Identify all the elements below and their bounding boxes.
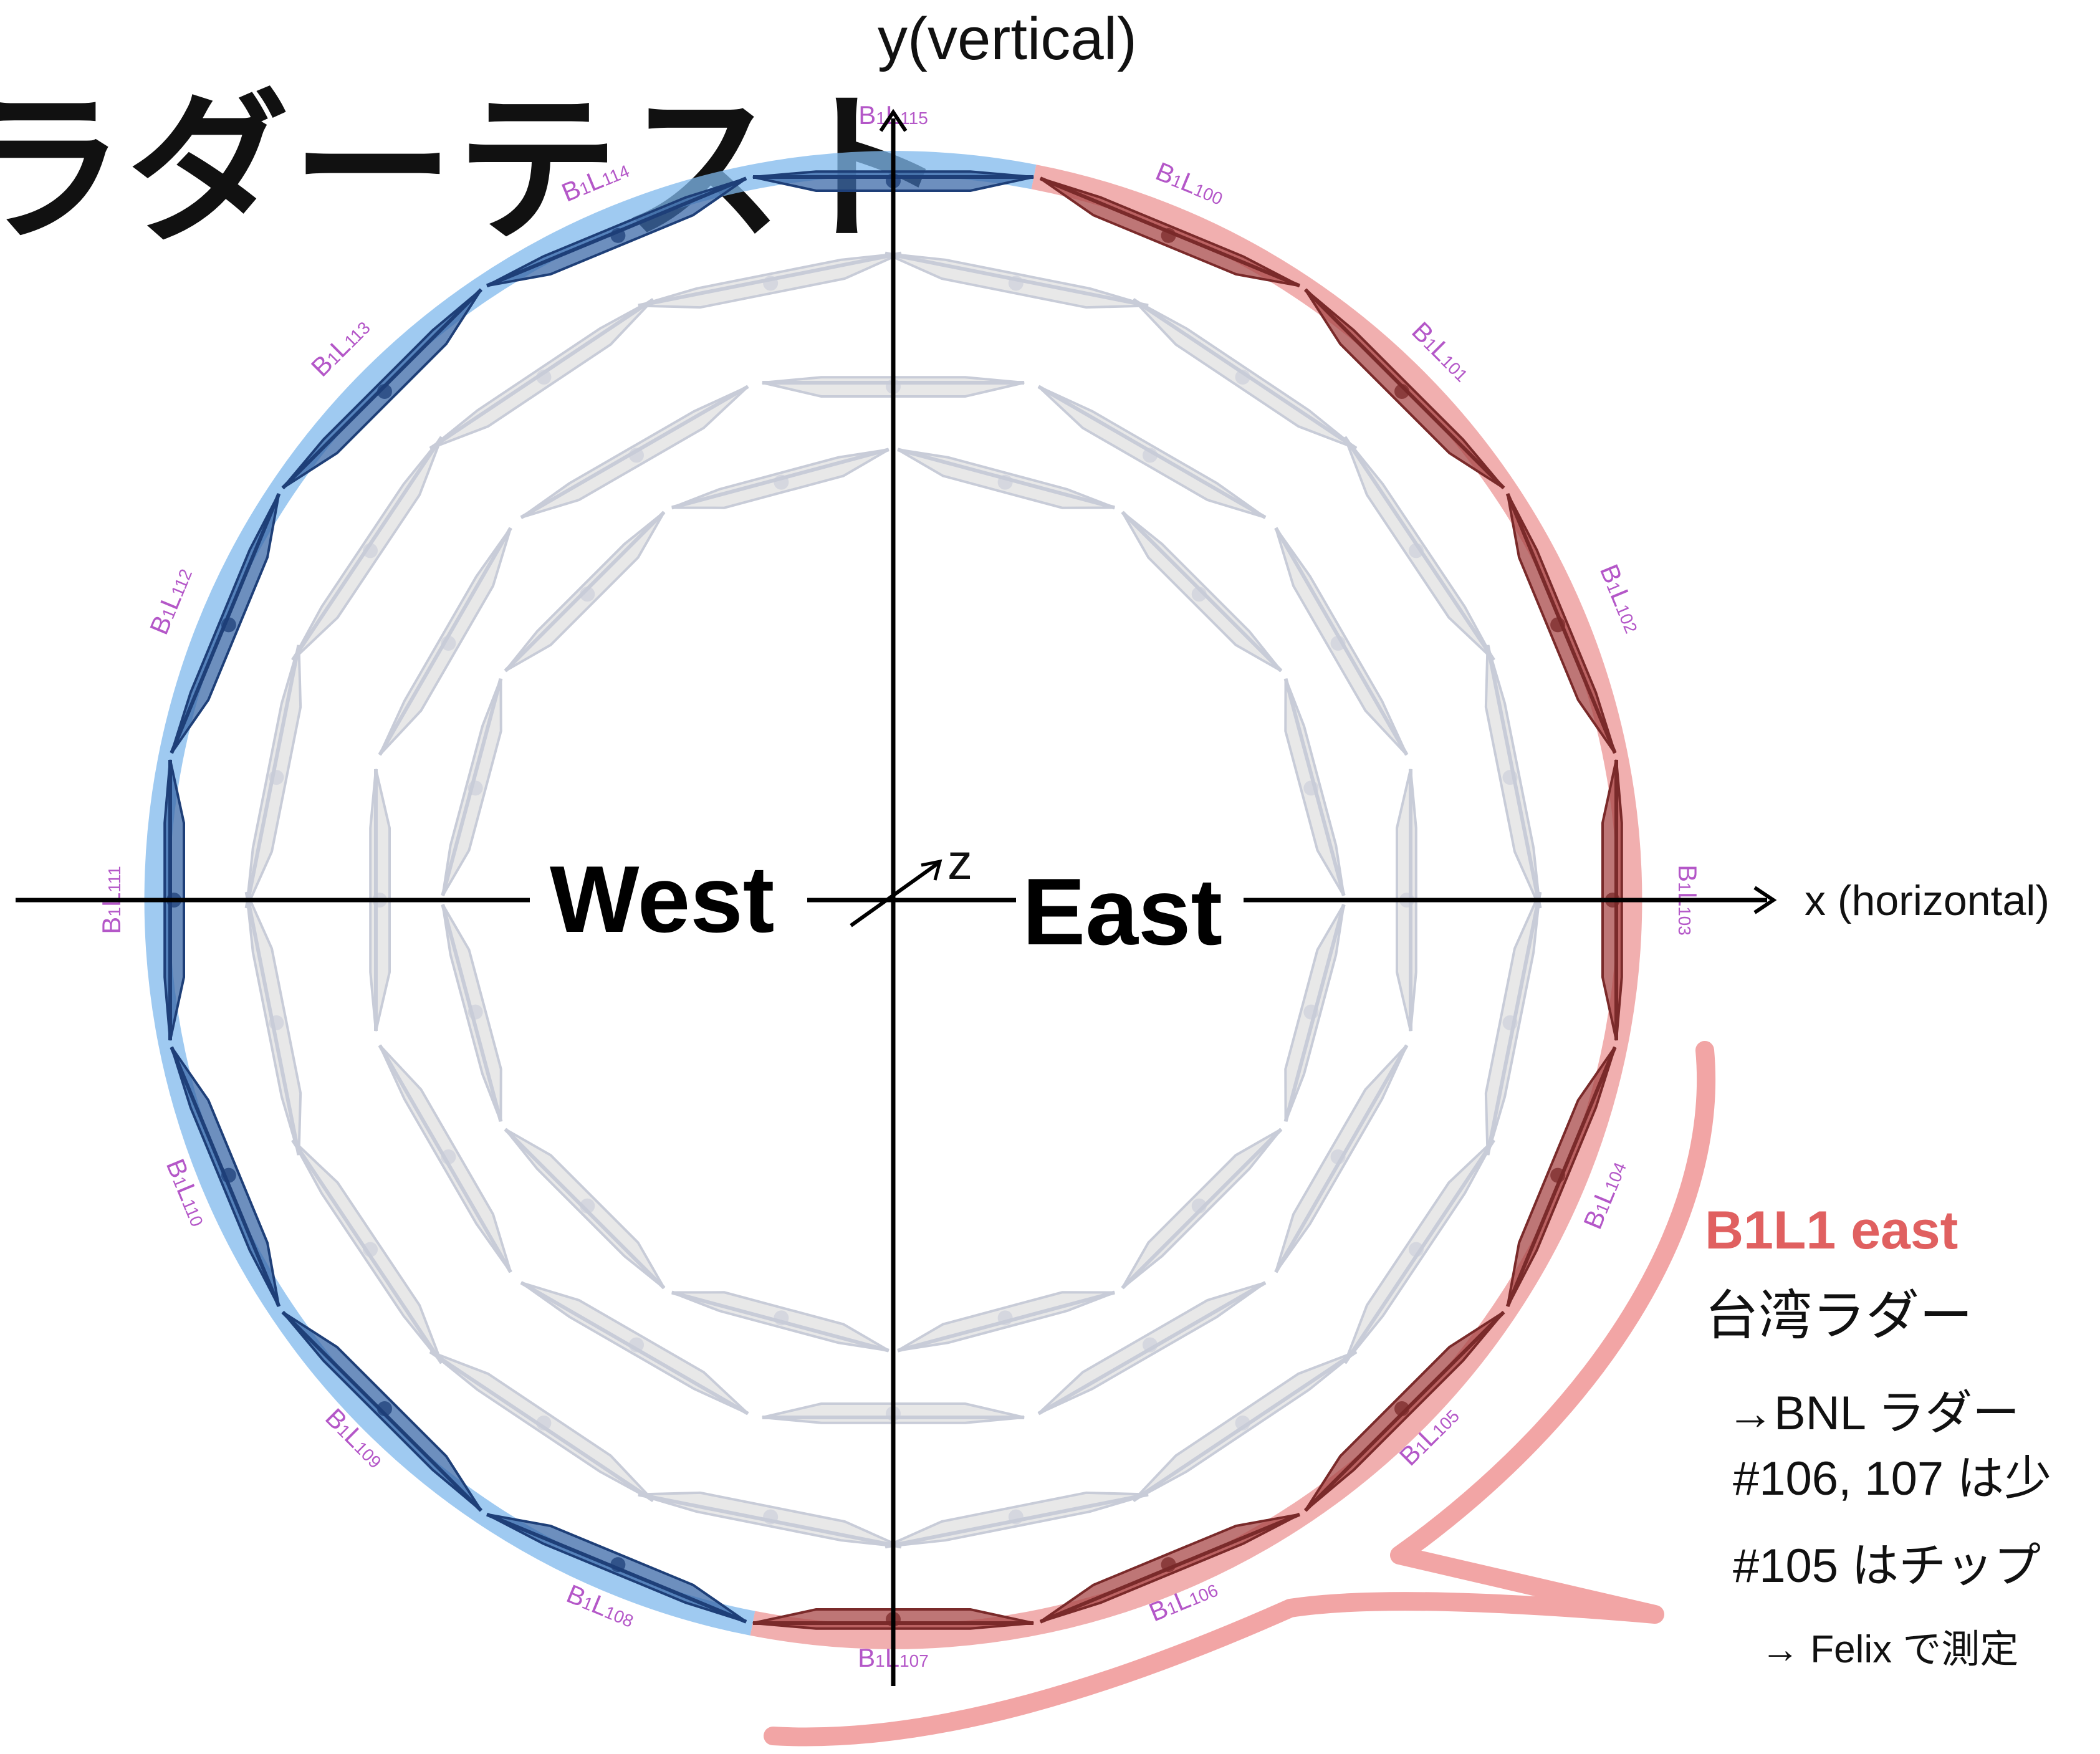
inner-layer-1-ladder-center-dot: [1502, 770, 1518, 785]
ladder-label-112: B1L112: [144, 563, 198, 638]
ladder-label-sub2: 104: [1601, 1159, 1631, 1194]
ladder-label-main: B: [97, 917, 126, 934]
inner-layer-1-ladder-center-dot: [363, 543, 378, 558]
inner-layer-1-ladder-center-dot: [269, 770, 284, 785]
inner-layer-1-ladder-center-dot: [363, 1242, 378, 1257]
ladder-label-115: B1L115: [858, 100, 928, 130]
inner-layer-1-ladder-center-dot: [269, 1015, 284, 1030]
ladder-label-sub2: 114: [599, 161, 632, 190]
ladder-label-sub2: 110: [178, 1196, 207, 1229]
z-axis-label: z: [947, 834, 972, 889]
axes: y(vertical) x (horizontal) z: [16, 6, 2050, 1686]
outer-ladder-106-center-dot: [1161, 1557, 1176, 1573]
z-axis-arrowhead: [921, 859, 942, 881]
outer-ladder-100-center-dot: [1161, 228, 1176, 243]
ladder-label-sub2: 107: [899, 1651, 929, 1670]
inner-layer-1-ladder-center-dot: [1235, 370, 1250, 385]
inner-layer-3-ladder-center-dot: [774, 1310, 789, 1326]
ladder-label-sub2: 102: [1612, 601, 1641, 636]
inner-layer-3-ladder-center-dot: [1191, 587, 1207, 602]
inner-layer-3-ladder-center-dot: [1303, 1004, 1319, 1020]
x-axis-label: x (horizontal): [1805, 877, 2050, 924]
ladder-label-main: B: [1673, 865, 1702, 882]
ladder-label-102: B1L102: [1594, 560, 1649, 637]
ladder-label-sub2: 112: [168, 566, 196, 599]
ladder-label-sub2: 111: [105, 866, 124, 893]
outer-ladder-102-center-dot: [1550, 617, 1566, 633]
ladder-label-100: B1L100: [1152, 156, 1229, 211]
inner-layer-3-ladder-center-dot: [997, 1310, 1013, 1326]
ladder-label-sub2: 103: [1675, 906, 1694, 936]
x-axis-arrowhead: [1753, 886, 1777, 914]
inner-layer-3-ladder-center-dot: [580, 1198, 595, 1214]
outer-ladder-layer: B1L100B1L101B1L102B1L103B1L104B1L105B1L1…: [97, 100, 1702, 1672]
inner-layer-3-ladder-center-dot: [580, 587, 595, 602]
inner-layer-2-ladder-center-dot: [441, 1149, 456, 1164]
z-axis-arrow: [850, 861, 939, 927]
west-label: West: [550, 846, 774, 952]
inner-layer-3-ladder-center-dot: [774, 474, 789, 490]
inner-layer-1-ladder-center-dot: [536, 1415, 552, 1431]
inner-layer-3-ladder-center-dot: [467, 1004, 483, 1020]
callout-title: B1L1 east: [1705, 1200, 1959, 1260]
callout-line-2: →BNL ラダー: [1727, 1387, 2020, 1440]
ladder-label-sub1: 1: [876, 108, 886, 128]
outer-ladder-108-center-dot: [610, 1557, 626, 1573]
outer-ladder-114-center-dot: [610, 228, 626, 243]
inner-layer-1-ladder-center-dot: [1408, 543, 1424, 558]
ladder-label-114: B1L114: [557, 154, 633, 208]
ladder-label-main: B: [858, 1643, 875, 1672]
inner-layer-1-ladder-center-dot: [1502, 1015, 1518, 1030]
inner-layer-1-ladder-center-dot: [1408, 1242, 1424, 1257]
inner-layer-2-ladder-center-dot: [1143, 448, 1158, 463]
ladder-label-sub2: 100: [1191, 180, 1225, 209]
ladder-label-sub1: 1: [875, 1651, 885, 1670]
callout-line-4: #105 はチップ: [1733, 1540, 2041, 1593]
y-axis-arrowhead: [879, 108, 908, 132]
inner-layer-1-ladder-center-dot: [536, 370, 552, 385]
outer-ladder-109-center-dot: [376, 1401, 392, 1417]
y-axis-label: y(vertical): [878, 6, 1137, 72]
callout-line-1: 台湾ラダー: [1705, 1286, 1973, 1346]
inner-layer-2-ladder-center-dot: [629, 448, 644, 463]
outer-ladder-112-center-dot: [221, 617, 236, 633]
inner-layer-2-ladder-center-dot: [1143, 1337, 1158, 1353]
inner-layer-2-ladder-center-dot: [1330, 636, 1346, 651]
inner-layer-3-ladder-center-dot: [1303, 780, 1319, 796]
outer-ladder-101-center-dot: [1394, 383, 1410, 399]
inner-layer-3-ladder-center-dot: [997, 474, 1013, 490]
inner-ladder-layers: [244, 251, 1542, 1549]
inner-layer-2-ladder-center-dot: [629, 1337, 644, 1353]
outer-ladder-105-center-dot: [1394, 1401, 1410, 1417]
inner-layer-3-ladder-center-dot: [1191, 1198, 1207, 1214]
inner-layer-1-ladder-center-dot: [763, 276, 779, 291]
outer-ladder-110-center-dot: [221, 1167, 236, 1183]
outer-ladder-113-center-dot: [376, 383, 392, 399]
inner-layer-3-ladder-center-dot: [467, 780, 483, 796]
inner-layer-2-ladder-center-dot: [441, 636, 456, 651]
callout-line-3: #106, 107 は少: [1733, 1452, 2052, 1505]
inner-layer-1-ladder-center-dot: [763, 1509, 779, 1525]
outer-ladder-104-center-dot: [1550, 1167, 1566, 1183]
ladder-label-sub2: 115: [900, 108, 928, 128]
inner-layer-1-ladder-center-dot: [1235, 1415, 1250, 1431]
slide-title: ラダーテスト: [0, 76, 950, 264]
ladder-label-main: B: [858, 100, 876, 130]
ladder-label-sub1: 1: [105, 907, 124, 917]
ladder-label-sub1: 1: [1675, 882, 1694, 892]
callout-line-5: → Felix で測定: [1761, 1628, 2019, 1671]
east-label: East: [1022, 859, 1222, 965]
ladder-label-103: B1L103: [1673, 865, 1702, 936]
ladder-label-sub2: 108: [602, 1602, 636, 1631]
callout-swoosh: [764, 1041, 1716, 1747]
inner-layer-2-ladder-center-dot: [1330, 1149, 1346, 1164]
inner-layer-1-ladder-center-dot: [1008, 276, 1024, 291]
inner-layer-1-ladder-center-dot: [1008, 1509, 1024, 1525]
